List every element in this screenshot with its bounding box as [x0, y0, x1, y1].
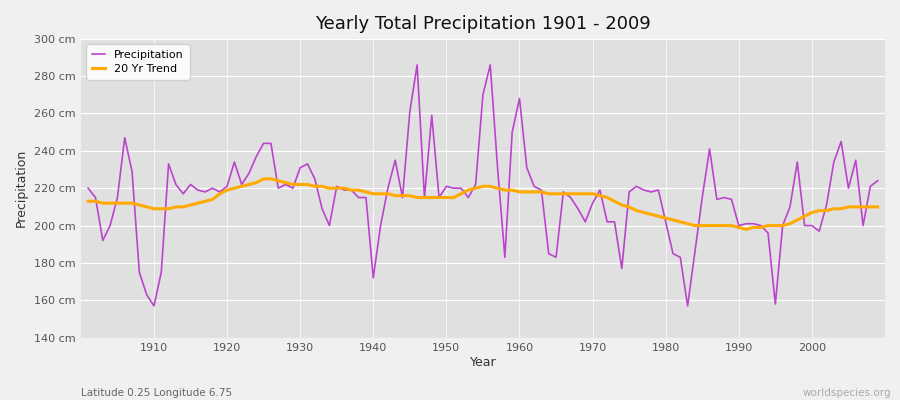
- 20 Yr Trend: [354, 188, 364, 192]
- 20 Yr Trend: [83, 199, 94, 204]
- X-axis label: Year: Year: [470, 356, 496, 369]
- 20 Yr Trend: [741, 227, 751, 232]
- 20 Yr Trend: [514, 190, 525, 194]
- Precipitation: [141, 292, 152, 297]
- Legend: Precipitation, 20 Yr Trend: Precipitation, 20 Yr Trend: [86, 44, 190, 80]
- Title: Yearly Total Precipitation 1901 - 2009: Yearly Total Precipitation 1901 - 2009: [315, 15, 651, 33]
- Precipitation: [148, 304, 159, 308]
- Precipitation: [616, 266, 627, 271]
- Line: 20 Yr Trend: 20 Yr Trend: [88, 179, 878, 229]
- Precipitation: [83, 186, 94, 190]
- Precipitation: [354, 195, 364, 200]
- Precipitation: [521, 165, 532, 170]
- Text: worldspecies.org: worldspecies.org: [803, 388, 891, 398]
- 20 Yr Trend: [141, 204, 152, 209]
- Precipitation: [528, 184, 539, 189]
- 20 Yr Trend: [258, 176, 269, 181]
- Precipitation: [411, 62, 422, 67]
- Precipitation: [872, 178, 883, 183]
- 20 Yr Trend: [609, 199, 620, 204]
- 20 Yr Trend: [521, 190, 532, 194]
- Text: Latitude 0.25 Longitude 6.75: Latitude 0.25 Longitude 6.75: [81, 388, 232, 398]
- Y-axis label: Precipitation: Precipitation: [15, 149, 28, 227]
- Line: Precipitation: Precipitation: [88, 65, 878, 306]
- 20 Yr Trend: [310, 184, 320, 189]
- 20 Yr Trend: [872, 204, 883, 209]
- Precipitation: [310, 176, 320, 181]
